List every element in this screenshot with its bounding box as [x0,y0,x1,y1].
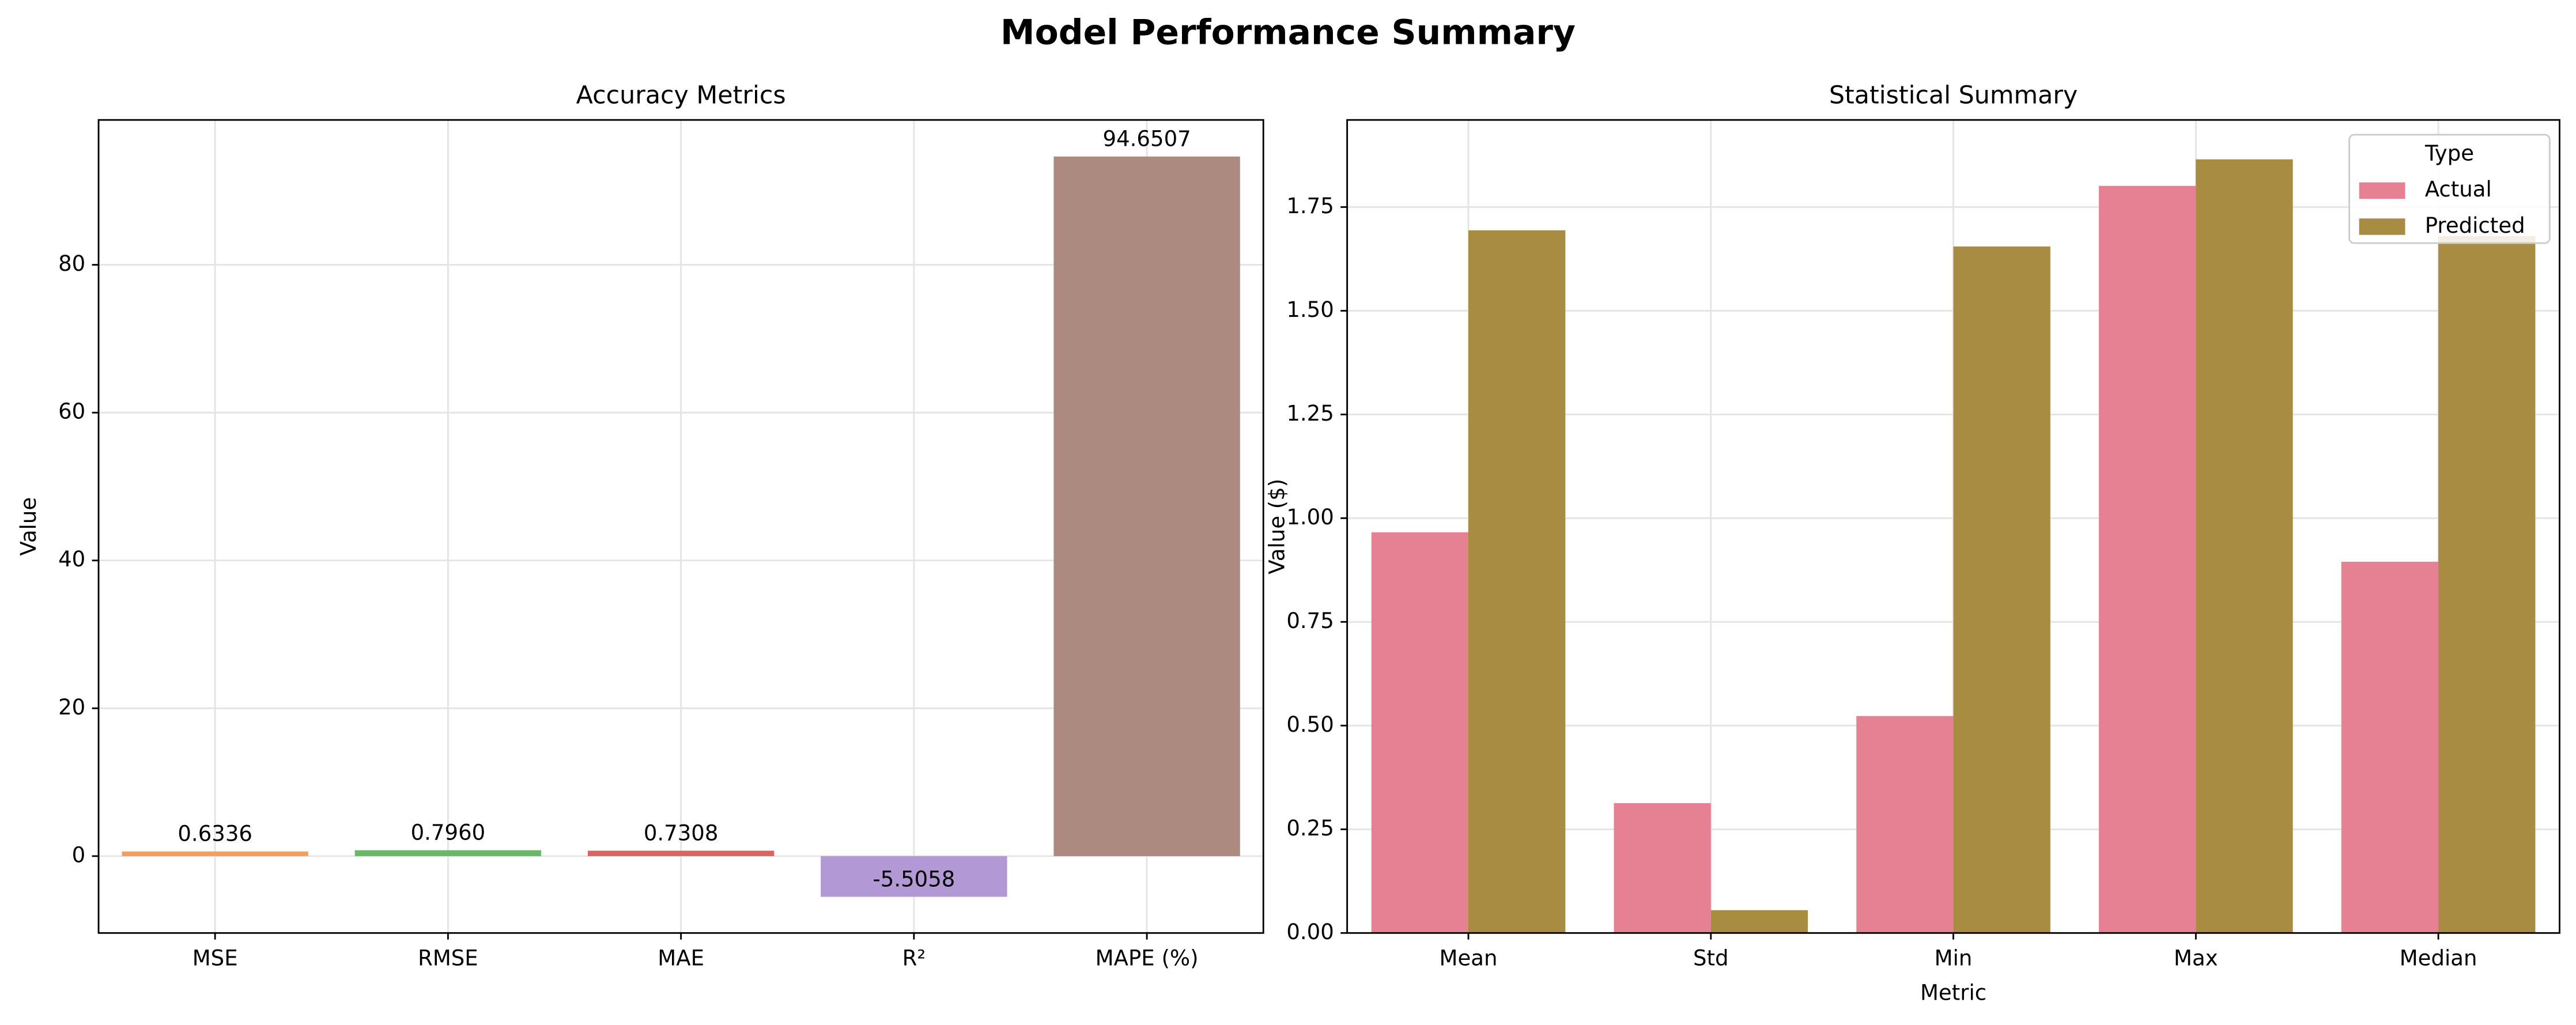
y-tick-label: 0 [72,842,86,867]
bar [2196,159,2293,933]
x-tick-label: Std [1693,945,1729,970]
y-axis-label: Value ($) [1264,479,1289,574]
legend-swatch [2359,182,2405,199]
legend-title: Type [2424,141,2474,166]
bar [1856,716,1954,933]
value-label: 0.7960 [411,820,486,845]
bar [821,856,1007,897]
y-tick-label: 40 [58,547,85,572]
y-tick-label: 80 [58,251,85,276]
x-tick-label: Max [2174,945,2218,970]
value-label: 0.7308 [644,820,719,845]
bar [2341,561,2439,933]
x-axis-label: Metric [1920,980,1986,1005]
y-tick-label: 20 [58,695,85,720]
x-tick-label: MSE [192,945,238,970]
x-tick-label: RMSE [418,945,478,970]
x-tick-label: Min [1935,945,1973,970]
y-tick-label: 60 [58,399,85,424]
x-tick-label: Median [2400,945,2477,970]
bar [1053,156,1240,856]
y-tick-label: 1.75 [1286,194,1334,218]
chart-title: Accuracy Metrics [576,81,786,110]
bar [1614,803,1711,933]
chart-title: Statistical Summary [1829,81,2078,110]
x-tick-label: R² [902,945,926,970]
y-tick-label: 1.00 [1286,505,1334,529]
bar [1371,532,1469,933]
y-axis-label: Value [16,497,41,556]
plot-frame [97,119,1264,934]
legend-swatch [2359,218,2405,235]
bar [1953,246,2050,933]
bar [1468,230,1566,933]
bar [354,850,542,856]
y-tick-label: 0.75 [1286,608,1334,633]
legend-label: Predicted [2425,213,2525,238]
value-label: 0.6336 [177,822,252,846]
legend-label: Actual [2425,177,2492,202]
figure-title: Model Performance Summary [1000,13,1576,53]
y-tick-label: 1.25 [1286,401,1334,426]
bar [2099,186,2196,933]
legend-box [2348,134,2551,244]
y-tick-label: 1.50 [1286,297,1334,322]
x-tick-label: Mean [1440,945,1498,970]
plot-frame [1346,119,2560,934]
bar [587,850,775,856]
bar [122,851,308,856]
bar [2438,236,2536,933]
value-label: -5.5058 [872,867,955,892]
y-tick-label: 0.50 [1286,712,1334,737]
y-tick-label: 0.25 [1286,816,1334,841]
bar [1710,910,1808,933]
x-tick-label: MAPE (%) [1096,945,1199,970]
y-tick-label: 0.00 [1286,920,1334,944]
value-label: 94.6507 [1103,127,1191,152]
x-tick-label: MAE [658,945,704,970]
